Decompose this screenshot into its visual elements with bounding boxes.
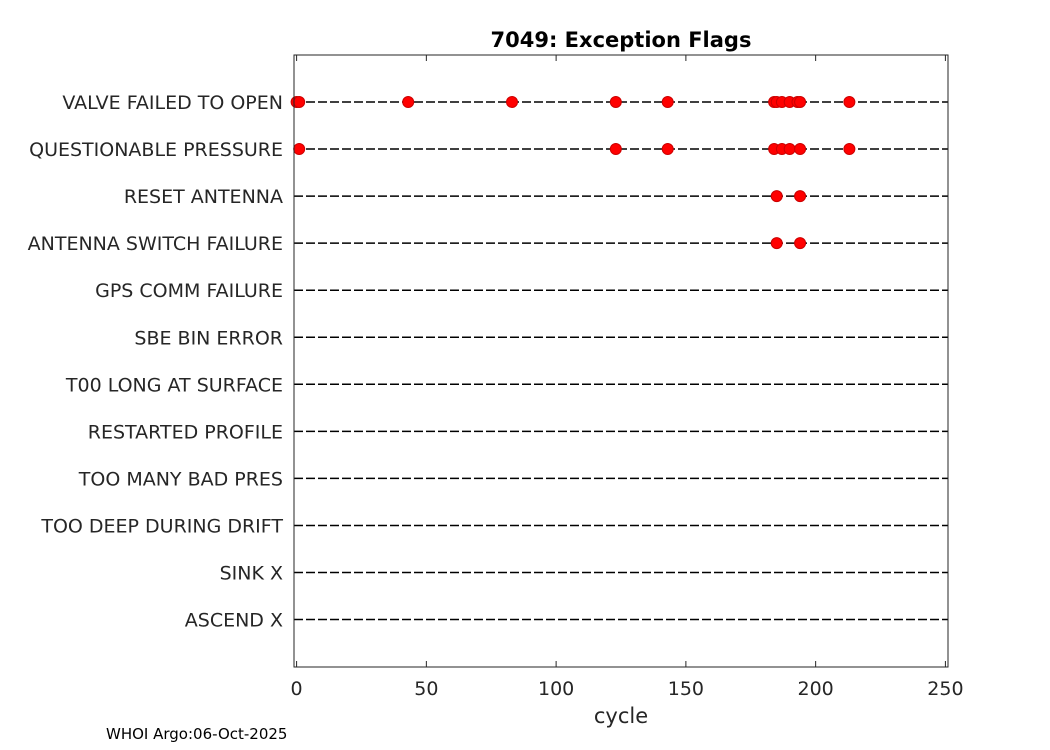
flag-marker — [794, 143, 807, 156]
x-axis-label: cycle — [594, 704, 648, 728]
flag-marker — [770, 237, 783, 250]
y-tick-label: SBE BIN ERROR — [134, 327, 283, 349]
y-tick-label: SINK X — [220, 563, 283, 585]
x-tick-label: 50 — [414, 678, 438, 700]
y-tick-label: VALVE FAILED TO OPEN — [62, 92, 283, 114]
x-tick-label: 150 — [668, 678, 704, 700]
y-tick-labels: VALVE FAILED TO OPEN QUESTIONABLE PRESSUR… — [28, 92, 284, 632]
flag-marker — [293, 143, 306, 156]
flag-marker — [794, 96, 807, 108]
x-tick-label: 100 — [538, 678, 574, 700]
y-tick-label: GPS COMM FAILURE — [95, 280, 283, 302]
y-tick-label: ANTENNA SWITCH FAILURE — [28, 233, 283, 255]
flag-marker — [609, 143, 622, 156]
flag-marker — [661, 143, 674, 156]
flag-marker — [770, 190, 783, 203]
x-ticks: 0 50 100 150 200 250 — [291, 55, 964, 700]
flag-marker — [609, 96, 622, 108]
x-tick-label: 250 — [927, 678, 963, 700]
y-tick-label: RESET ANTENNA — [124, 186, 283, 208]
flag-marker — [794, 190, 807, 203]
flag-marker — [402, 96, 415, 108]
y-tick-label: T00 LONG AT SURFACE — [65, 374, 283, 396]
x-tick-label: 200 — [798, 678, 834, 700]
flag-marker — [843, 143, 856, 156]
plot-frame — [293, 54, 949, 668]
footer-credit: WHOI Argo:06-Oct-2025 — [106, 725, 288, 743]
flag-marker — [843, 96, 856, 108]
flag-marker — [293, 96, 306, 108]
flag-marker — [794, 237, 807, 250]
y-tick-label: ASCEND X — [185, 610, 283, 632]
y-tick-label: QUESTIONABLE PRESSURE — [29, 139, 283, 161]
flag-marker — [661, 96, 674, 108]
y-tick-label: RESTARTED PROFILE — [88, 421, 283, 443]
y-tick-label: TOO MANY BAD PRES — [78, 468, 283, 490]
flag-marker — [506, 96, 518, 108]
flag-marker — [783, 143, 796, 156]
chart-title: 7049: Exception Flags — [491, 28, 752, 52]
y-tick-label: TOO DEEP DURING DRIFT — [40, 515, 283, 537]
x-tick-label: 0 — [291, 678, 303, 700]
series-layer — [290, 96, 948, 621]
